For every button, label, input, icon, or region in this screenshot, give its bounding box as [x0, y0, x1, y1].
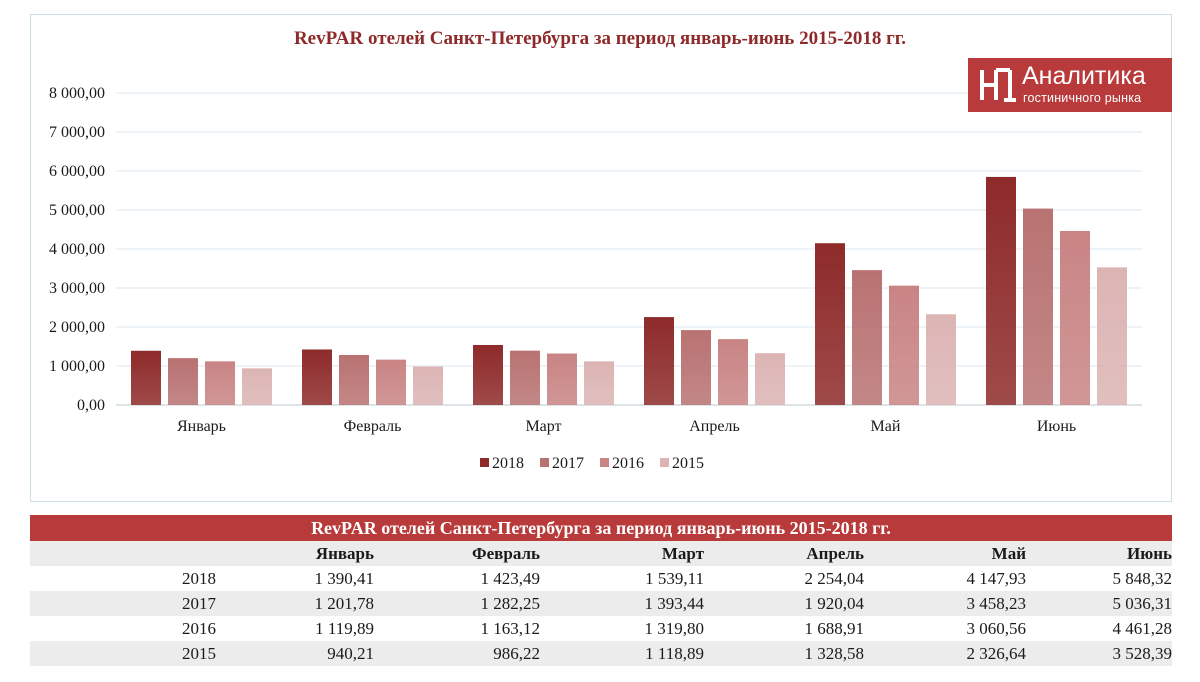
table-header-cell: Июнь	[1127, 544, 1172, 563]
table-cell: 5 848,32	[1112, 569, 1173, 588]
legend-label-2016: 2016	[612, 455, 644, 472]
table-header-cell: Май	[991, 544, 1026, 563]
bar-2018-4	[815, 243, 845, 405]
x-tick-label: Апрель	[689, 418, 740, 435]
y-tick-label: 6 000,00	[49, 163, 105, 180]
y-tick-label: 5 000,00	[49, 202, 105, 219]
legend-label-2017: 2017	[552, 455, 584, 472]
bar-2015-2	[584, 361, 614, 405]
table-header-cell: Март	[661, 544, 704, 563]
table-cell: 1 688,91	[804, 619, 865, 638]
table-cell: 1 163,12	[480, 619, 541, 638]
table-cell: 1 328,58	[804, 644, 865, 663]
table-header-cell: Февраль	[472, 544, 540, 563]
bar-2016-5	[1060, 231, 1090, 405]
table-cell: 1 119,89	[315, 619, 374, 638]
bar-2015-4	[926, 314, 956, 405]
bar-2017-1	[339, 354, 369, 405]
bar-2015-5	[1097, 267, 1127, 405]
table-header-cell: Апрель	[806, 544, 864, 563]
table-title: RevPAR отелей Санкт-Петербурга за период…	[30, 515, 1172, 541]
table-cell: 4 461,28	[1112, 619, 1173, 638]
table-cell: 3 060,56	[966, 619, 1027, 638]
table-cell: 1 319,80	[644, 619, 705, 638]
bar-2018-3	[644, 317, 674, 405]
logo-mark-icon	[980, 68, 1016, 102]
x-tick-label: Март	[525, 418, 561, 435]
legend-swatch-2016	[600, 458, 609, 467]
y-tick-label: 4 000,00	[49, 241, 105, 258]
table-row-year: 2015	[182, 644, 216, 663]
table-row-year: 2017	[182, 594, 216, 613]
bar-2016-3	[718, 339, 748, 405]
table-row: 2017 1 201,78 1 282,25 1 393,44 1 920,04…	[30, 591, 1172, 616]
bar-2015-3	[755, 353, 785, 405]
table-cell: 1 393,44	[644, 594, 705, 613]
chart-title: RevPAR отелей Санкт-Петербурга за период…	[293, 28, 907, 49]
table-cell: 940,21	[327, 644, 374, 663]
table-cell: 986,22	[493, 644, 540, 663]
x-tick-label: Январь	[177, 418, 226, 435]
legend-swatch-2018	[480, 458, 489, 467]
bar-2017-0	[168, 358, 198, 405]
bar-2017-4	[852, 270, 882, 405]
logo-title: Аналитика	[1022, 62, 1146, 90]
legend-swatch-2017	[540, 458, 549, 467]
table-cell: 5 036,31	[1112, 594, 1173, 613]
table-cell: 4 147,93	[966, 569, 1027, 588]
table-row: 2016 1 119,89 1 163,12 1 319,80 1 688,91…	[30, 616, 1172, 641]
table-header-row: Январь Февраль Март Апрель Май Июнь	[30, 541, 1172, 566]
table-cell: 3 528,39	[1112, 644, 1173, 663]
table-cell: 1 423,49	[480, 569, 541, 588]
y-tick-label: 2 000,00	[49, 319, 105, 336]
table-row: 2018 1 390,41 1 423,49 1 539,11 2 254,04…	[30, 566, 1172, 591]
table-cell: 1 201,78	[314, 594, 375, 613]
bar-2016-0	[205, 361, 235, 405]
table-row: 2015 940,21 986,22 1 118,89 1 328,58 2 3…	[30, 641, 1172, 666]
table-cell: 1 539,11	[645, 569, 704, 588]
analytics-logo: Аналитика гостиничного рынка	[968, 58, 1172, 112]
bar-2015-0	[242, 368, 272, 405]
bar-2015-1	[413, 366, 443, 405]
bar-2016-4	[889, 285, 919, 405]
table-cell: 2 326,64	[966, 644, 1027, 663]
bar-2018-5	[986, 176, 1016, 405]
legend-label-2015: 2015	[672, 455, 704, 472]
bar-2017-3	[681, 330, 711, 405]
bar-2017-2	[510, 350, 540, 405]
bar-2018-0	[131, 350, 161, 405]
table-cell: 1 118,89	[645, 644, 704, 663]
revpar-table: RevPAR отелей Санкт-Петербурга за период…	[30, 515, 1172, 666]
bar-2017-5	[1023, 208, 1053, 405]
y-tick-label: 1 000,00	[49, 358, 105, 375]
table-cell: 1 920,04	[804, 594, 865, 613]
table-row-year: 2016	[182, 619, 216, 638]
table-cell: 1 390,41	[314, 569, 375, 588]
bar-2016-1	[376, 359, 406, 405]
bar-2016-2	[547, 353, 577, 405]
revpar-bar-chart: 0,00 1 000,00 2 000,00 3 000,00 4 000,00 5 00…	[49, 85, 1142, 472]
table-cell: 1 282,25	[480, 594, 541, 613]
y-tick-label: 0,00	[77, 397, 105, 414]
table-header-cell: Январь	[315, 544, 374, 563]
y-tick-label: 8 000,00	[49, 85, 105, 102]
x-tick-label: Февраль	[344, 418, 402, 435]
bar-2018-2	[473, 344, 503, 405]
y-tick-label: 7 000,00	[49, 124, 105, 141]
table-row-year: 2018	[182, 569, 216, 588]
y-tick-label: 3 000,00	[49, 280, 105, 297]
table-cell: 2 254,04	[804, 569, 865, 588]
bar-2018-1	[302, 349, 332, 405]
table-cell: 3 458,23	[966, 594, 1027, 613]
legend-swatch-2015	[660, 458, 669, 467]
x-tick-label: Май	[871, 418, 901, 435]
logo-subtitle: гостиничного рынка	[1023, 91, 1142, 105]
legend-label-2018: 2018	[492, 455, 524, 472]
x-tick-label: Июнь	[1037, 418, 1076, 435]
